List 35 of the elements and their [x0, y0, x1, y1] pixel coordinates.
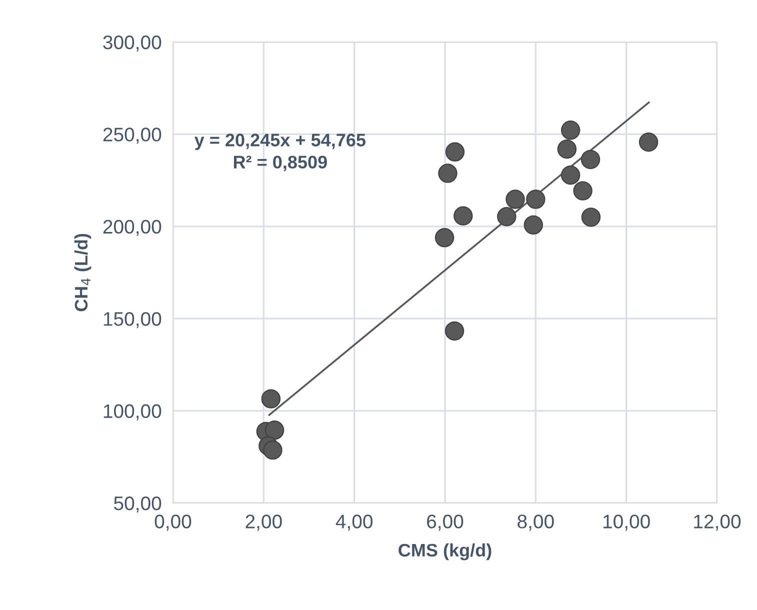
- point: [638, 132, 658, 152]
- y-tick-label: 300,00: [103, 35, 162, 52]
- annotation: y = 20,245x + 54,765 R² = 0,8509: [194, 134, 366, 172]
- point: [526, 190, 546, 209]
- y-tick-label: 50,00: [114, 496, 162, 513]
- point: [438, 164, 458, 183]
- point: [454, 206, 473, 226]
- point: [263, 440, 282, 460]
- x-tick-label: 2,00: [246, 514, 282, 531]
- x-tick-label: 0,00: [154, 514, 192, 531]
- point: [434, 228, 454, 248]
- point: [497, 207, 516, 226]
- y-tick-label: 150,00: [104, 312, 162, 328]
- point: [560, 166, 580, 185]
- point: [264, 420, 284, 440]
- x-axis-title: CMS (kg/d): [398, 543, 492, 560]
- point: [261, 389, 281, 408]
- point: [524, 215, 544, 235]
- point: [557, 140, 577, 159]
- y-tick-label: 250,00: [103, 128, 162, 144]
- point: [573, 181, 592, 200]
- x-tick-label: 8,00: [518, 514, 554, 531]
- y-tick-label: 100,00: [104, 404, 162, 420]
- point: [581, 208, 601, 227]
- x-tick-label: 4,00: [336, 514, 372, 531]
- point: [580, 150, 600, 170]
- x-tick-label: 12,00: [694, 514, 741, 531]
- y-tick-label: 200,00: [103, 220, 162, 236]
- point: [560, 120, 580, 140]
- point: [506, 190, 525, 209]
- x-tick-label: 6,00: [427, 514, 464, 531]
- point: [444, 321, 464, 341]
- point: [445, 142, 465, 162]
- x-tick-label: 10,00: [603, 514, 650, 531]
- y-axis-title: CH$_{4}$ (L/d): [74, 234, 92, 312]
